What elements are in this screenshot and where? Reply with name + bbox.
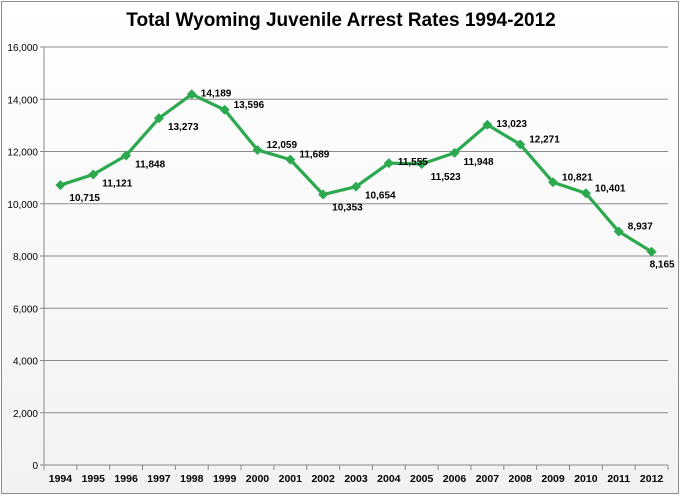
y-tick-label: 0 <box>32 461 38 472</box>
data-label: 13,273 <box>168 122 199 133</box>
data-label: 12,059 <box>266 140 297 151</box>
x-tick-label: 2010 <box>574 473 598 485</box>
y-tick-label: 4,000 <box>13 357 38 368</box>
series-markers <box>55 89 657 257</box>
y-tick-label: 6,000 <box>13 304 38 315</box>
data-label: 10,715 <box>69 193 100 204</box>
data-label: 11,121 <box>102 178 132 189</box>
data-point <box>121 150 132 161</box>
x-tick-label: 1996 <box>114 473 138 485</box>
data-point <box>515 139 526 150</box>
data-point <box>646 246 657 257</box>
data-point <box>416 158 427 169</box>
y-tick-label: 12,000 <box>7 148 38 159</box>
data-label: 14,189 <box>201 88 232 99</box>
data-point <box>153 113 164 124</box>
data-label: 11,948 <box>464 157 494 168</box>
data-label: 13,596 <box>234 100 265 111</box>
y-tick-label: 10,000 <box>7 200 38 211</box>
data-label: 13,023 <box>496 119 527 130</box>
data-point <box>351 181 361 192</box>
data-point <box>55 180 66 191</box>
data-label: 11,555 <box>398 157 428 168</box>
data-label: 10,401 <box>595 183 626 194</box>
x-tick-label: 2003 <box>344 473 368 485</box>
y-tick-label: 8,000 <box>13 252 38 263</box>
chart-title: Total Wyoming Juvenile Arrest Rates 1994… <box>126 10 556 31</box>
data-label: 10,821 <box>562 172 593 183</box>
data-point <box>613 226 624 237</box>
x-tick-label: 1998 <box>180 473 204 485</box>
data-point <box>318 189 329 200</box>
y-tick-label: 2,000 <box>13 409 38 420</box>
x-tick-label: 2004 <box>377 473 401 485</box>
data-label: 11,523 <box>431 172 461 183</box>
axes: 0 2,000 4,000 6,000 8,000 10,000 12,000 14,000 1… <box>7 43 669 485</box>
data-label: 8,165 <box>650 260 675 271</box>
y-tick-label: 14,000 <box>7 95 38 106</box>
data-label: 11,689 <box>299 150 329 161</box>
data-label: 12,271 <box>529 134 560 145</box>
gridlines <box>44 46 668 414</box>
data-point <box>285 154 296 165</box>
x-tick-label: 2002 <box>311 473 335 485</box>
x-tick-label: 1997 <box>147 473 171 485</box>
x-tick-label: 1999 <box>213 473 237 485</box>
data-point <box>186 89 197 100</box>
x-tick-label: 2008 <box>509 473 533 485</box>
x-tick-label: 2012 <box>640 473 664 485</box>
data-point <box>449 147 460 158</box>
data-point <box>88 169 99 180</box>
data-point <box>383 158 394 169</box>
data-point <box>580 188 591 199</box>
data-point <box>219 104 230 115</box>
x-tick-label: 2005 <box>410 473 434 485</box>
x-tick-label: 2009 <box>541 473 565 485</box>
y-tick-label: 16,000 <box>7 43 38 54</box>
x-tick-label: 2007 <box>476 473 500 485</box>
x-tick-label: 2006 <box>443 473 467 485</box>
x-tick-label: 2011 <box>607 473 630 485</box>
x-tick-label: 1995 <box>82 473 106 485</box>
x-tick-label: 2001 <box>279 473 303 485</box>
data-label: 11,848 <box>135 159 165 170</box>
data-point <box>252 144 263 155</box>
data-label: 10,353 <box>332 203 363 214</box>
data-point <box>548 177 559 188</box>
x-tick-label: 2000 <box>246 473 270 485</box>
data-label: 10,654 <box>365 191 396 202</box>
x-tick-label: 1994 <box>49 473 73 485</box>
data-point <box>482 119 493 130</box>
data-label: 8,937 <box>628 222 653 233</box>
